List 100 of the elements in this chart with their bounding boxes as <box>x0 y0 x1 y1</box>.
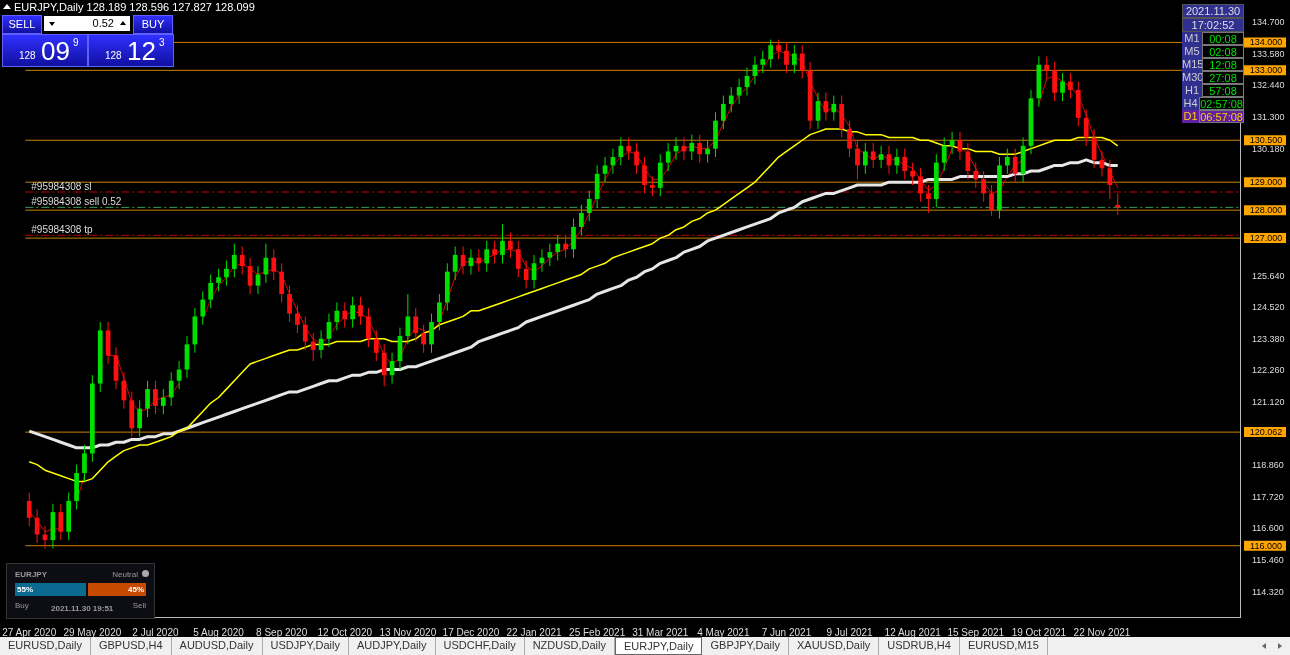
text: EURUSD,M15 <box>959 637 1048 655</box>
candlestick <box>231 243 237 278</box>
candlestick <box>689 134 695 161</box>
annotation: 12:08 <box>1202 58 1244 71</box>
candlestick <box>271 248 277 281</box>
candlestick <box>500 223 505 264</box>
candlestick <box>989 184 994 217</box>
candlestick <box>626 136 632 161</box>
candlestick <box>1044 55 1050 80</box>
x-tick-label: 4 May 2021 <box>697 626 750 638</box>
candlestick <box>831 95 837 122</box>
annotation: EURJPY <box>15 570 48 579</box>
x-tick-label: 8 Sep 2020 <box>256 626 308 638</box>
x-tick-label: 12 Oct 2020 <box>317 626 373 638</box>
annotation: SELL <box>2 15 42 34</box>
x-tick-label: 17 Dec 2020 <box>442 626 500 638</box>
text: USDCHF,Daily <box>435 637 525 655</box>
candlestick <box>555 234 561 261</box>
candlestick <box>216 268 221 292</box>
candlestick <box>973 162 979 189</box>
candlestick <box>342 301 348 329</box>
sentiment-meter: 55% 45% <box>15 583 146 596</box>
candlestick <box>563 234 568 259</box>
text: GBPUSD,H4 <box>90 637 172 655</box>
candlestick <box>160 388 166 415</box>
x-tick-label: 25 Feb 2021 <box>569 626 626 638</box>
annotation: 57:08 <box>1202 84 1244 97</box>
y-tick-label: 134.700 <box>1252 17 1285 28</box>
candlestick <box>705 139 710 164</box>
text: USDRUB,H4 <box>879 637 960 655</box>
annotation: Buy <box>15 601 29 610</box>
candlestick <box>58 503 64 541</box>
candlestick <box>153 380 158 415</box>
candlestick <box>405 293 411 345</box>
ref-line-label: 116.000 <box>1250 540 1282 551</box>
candlestick <box>429 313 434 354</box>
ref-line-label: 133.000 <box>1249 65 1283 76</box>
candlestick <box>239 246 245 275</box>
ref-line-label: 128.000 <box>1249 205 1283 216</box>
candlestick <box>295 304 300 334</box>
y-tick-label: 130.180 <box>1252 143 1285 154</box>
annotation: 06:57:08 <box>1199 110 1244 123</box>
x-tick-label: 7 Jun 2021 <box>761 626 812 638</box>
annotation: 00:08 <box>1202 32 1244 45</box>
text: AUDUSD,Daily <box>171 637 263 655</box>
annotation: H4 <box>1182 97 1200 110</box>
candlestick <box>82 444 87 482</box>
ref-line-label: 130.500 <box>1249 135 1283 146</box>
candlestick <box>373 329 379 362</box>
candlestick <box>413 307 419 343</box>
ref-line-label: 127.000 <box>1249 233 1283 244</box>
ref-line-label: #95984308 sell 0.52 <box>31 196 122 208</box>
input-field: 0.52 <box>44 16 130 31</box>
candlestick <box>981 170 987 203</box>
ref-line-label: #95984308 tp <box>31 224 93 236</box>
annotation: BUY <box>133 15 173 34</box>
y-tick-label: 132.440 <box>1252 80 1285 91</box>
candlestick <box>26 492 32 527</box>
text: GBPJPY,Daily <box>702 637 789 655</box>
candlestick <box>571 218 576 259</box>
candlestick <box>358 296 363 326</box>
annotation: 17:02:52 <box>1182 18 1244 32</box>
chart-title: EURJPY,Daily 128.189 128.596 127.827 128.099 <box>14 1 255 13</box>
annotation: 128 <box>105 50 122 61</box>
candlestick <box>768 39 774 69</box>
candlestick <box>862 142 868 175</box>
annotation: M5 <box>1182 45 1202 58</box>
x-tick-label: 15 Sep 2021 <box>947 626 1005 638</box>
text: EURJPY,Daily <box>614 637 703 655</box>
candlestick <box>697 134 703 164</box>
x-tick-label: 22 Nov 2021 <box>1073 626 1131 638</box>
candlestick <box>776 39 781 60</box>
x-tick-label: 2 Jul 2020 <box>132 626 179 638</box>
candlestick <box>870 142 876 169</box>
y-tick-label: 133.580 <box>1252 48 1285 59</box>
candlestick <box>579 204 584 236</box>
candlestick <box>665 142 671 172</box>
candlestick <box>618 136 624 166</box>
candlestick <box>366 307 371 348</box>
y-tick-label: 124.520 <box>1252 301 1285 312</box>
candlestick <box>902 148 908 180</box>
candlestick <box>926 184 931 214</box>
candlestick <box>334 301 340 331</box>
candlestick <box>1004 148 1010 175</box>
candlestick <box>1107 159 1113 200</box>
text: EURUSD,Daily <box>0 637 91 655</box>
text: USDJPY,Daily <box>262 637 350 655</box>
candlestick <box>634 142 639 175</box>
candlestick <box>918 167 923 203</box>
candlestick <box>515 240 521 278</box>
y-tick-label: 114.320 <box>1252 587 1284 598</box>
x-tick-label: 9 Jul 2021 <box>826 626 874 638</box>
annotation: 55% <box>15 583 86 596</box>
candlestick <box>452 246 458 281</box>
y-tick-label: 122.260 <box>1252 365 1285 376</box>
annotation: 12 <box>127 36 156 67</box>
y-tick-label: 115.460 <box>1252 555 1284 566</box>
candlestick <box>1052 61 1058 102</box>
candlestick <box>799 44 805 80</box>
candlestick <box>1012 148 1018 183</box>
